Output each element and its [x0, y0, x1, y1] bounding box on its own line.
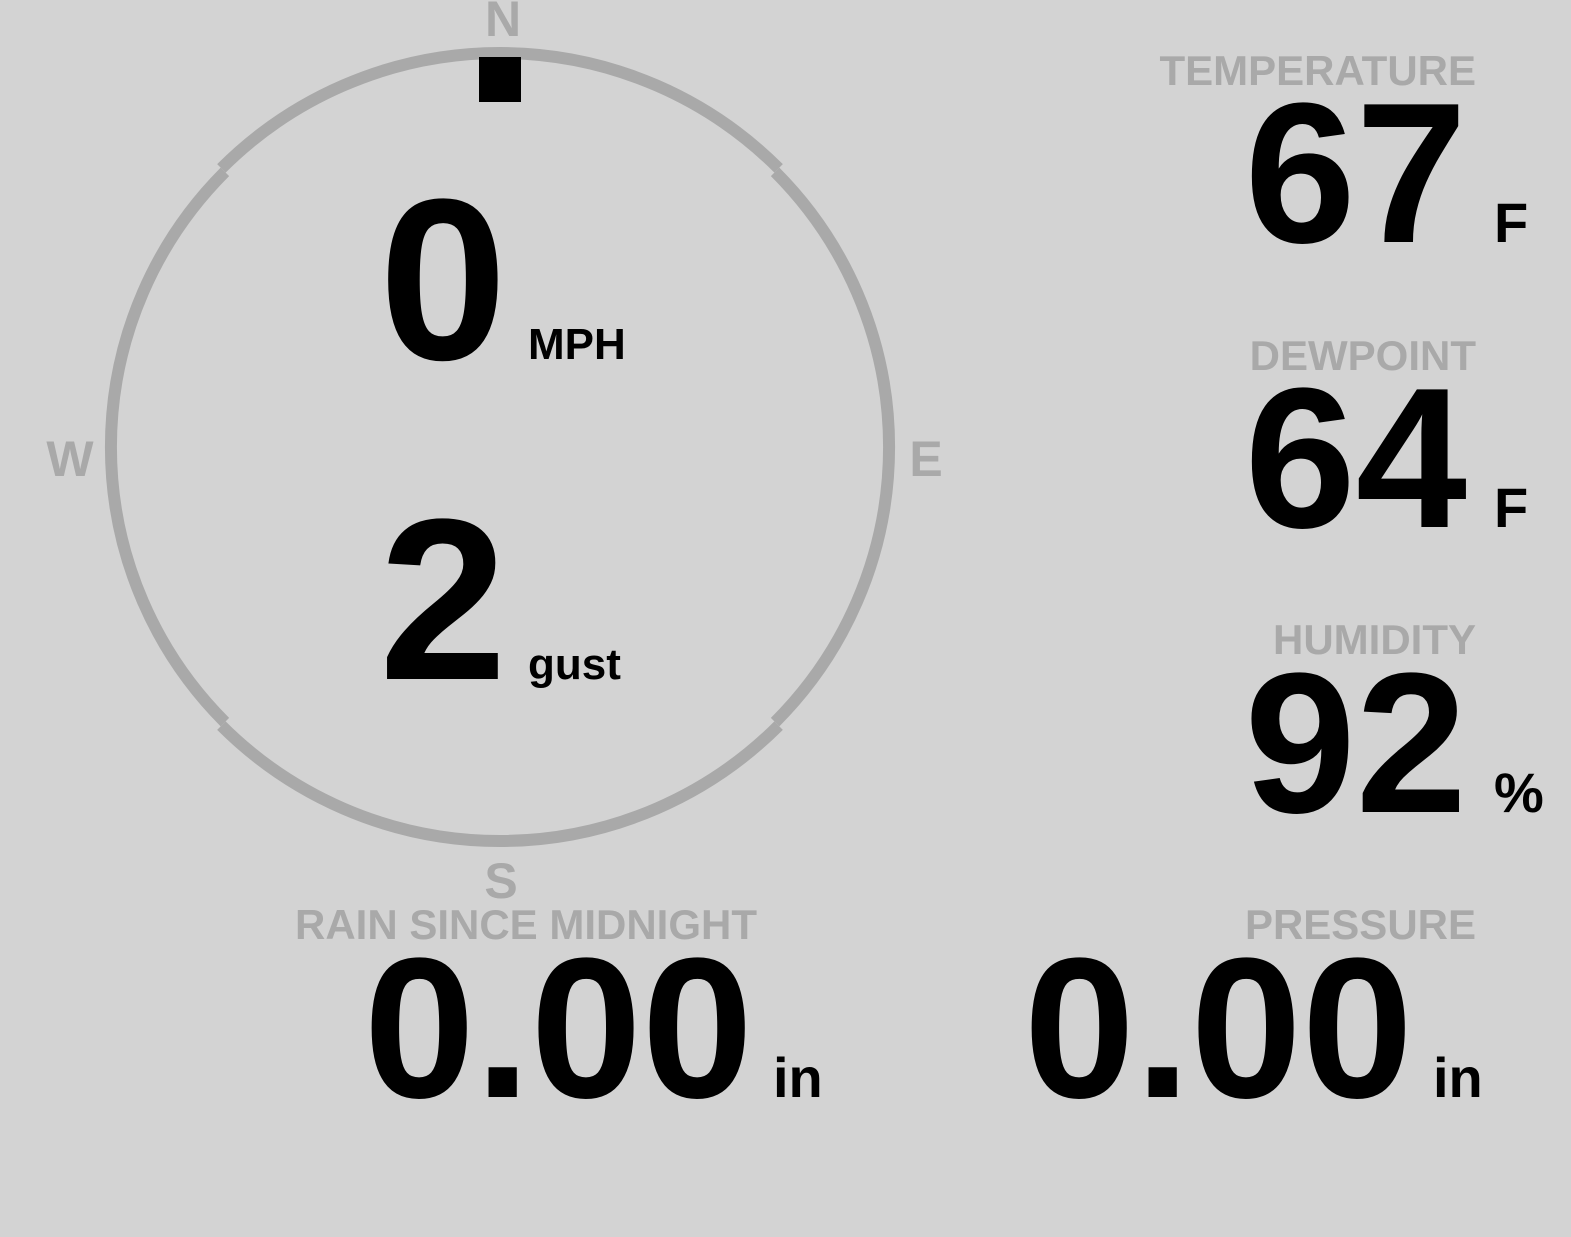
rain-since-midnight-label: RAIN SINCE MIDNIGHT	[295, 901, 757, 948]
rain-since-midnight-unit: in	[773, 1046, 823, 1109]
temperature-unit: F	[1494, 191, 1529, 254]
pressure-label: PRESSURE	[1244, 901, 1476, 948]
pressure-readout: 0.00 in	[0, 929, 1533, 1129]
temperature-label: TEMPERATURE	[1159, 47, 1476, 94]
dewpoint-value: 64	[1244, 347, 1467, 570]
wind-gust-unit: gust	[528, 640, 621, 689]
compass-label-west: W	[46, 431, 94, 487]
wind-speed-unit: MPH	[528, 320, 626, 369]
wind-speed-readout: 0 MPH	[0, 165, 627, 395]
compass-label-east: E	[909, 431, 943, 487]
compass-arc-north	[217, 47, 783, 173]
rain-since-midnight-readout: 0.00 in	[0, 929, 873, 1129]
compass-label-north: N	[484, 0, 522, 47]
compass-arc-east	[770, 167, 896, 727]
wind-direction-marker	[479, 57, 521, 102]
compass-arc-west	[104, 167, 230, 727]
temperature-value: 67	[1244, 62, 1467, 285]
pressure-value: 0.00	[1023, 917, 1413, 1140]
compass-label-south: S	[484, 853, 518, 909]
wind-speed-value: 0	[379, 151, 507, 408]
humidity-readout: 92 %	[0, 632, 1544, 855]
pressure-unit: in	[1433, 1046, 1483, 1109]
compass-arc-south	[217, 721, 783, 847]
wind-gust-readout: 2 gust	[0, 485, 627, 715]
humidity-unit: %	[1494, 761, 1544, 824]
rain-since-midnight-value: 0.00	[363, 917, 753, 1140]
humidity-label: HUMIDITY	[1273, 616, 1476, 663]
temperature-readout: 67 F	[0, 74, 1533, 274]
wind-compass-ring	[104, 47, 896, 847]
dewpoint-unit: F	[1494, 476, 1529, 539]
dewpoint-readout: 64 F	[0, 359, 1533, 559]
humidity-value: 92	[1244, 632, 1467, 855]
wind-gust-value: 2	[379, 471, 507, 728]
dewpoint-label: DEWPOINT	[1249, 332, 1476, 379]
